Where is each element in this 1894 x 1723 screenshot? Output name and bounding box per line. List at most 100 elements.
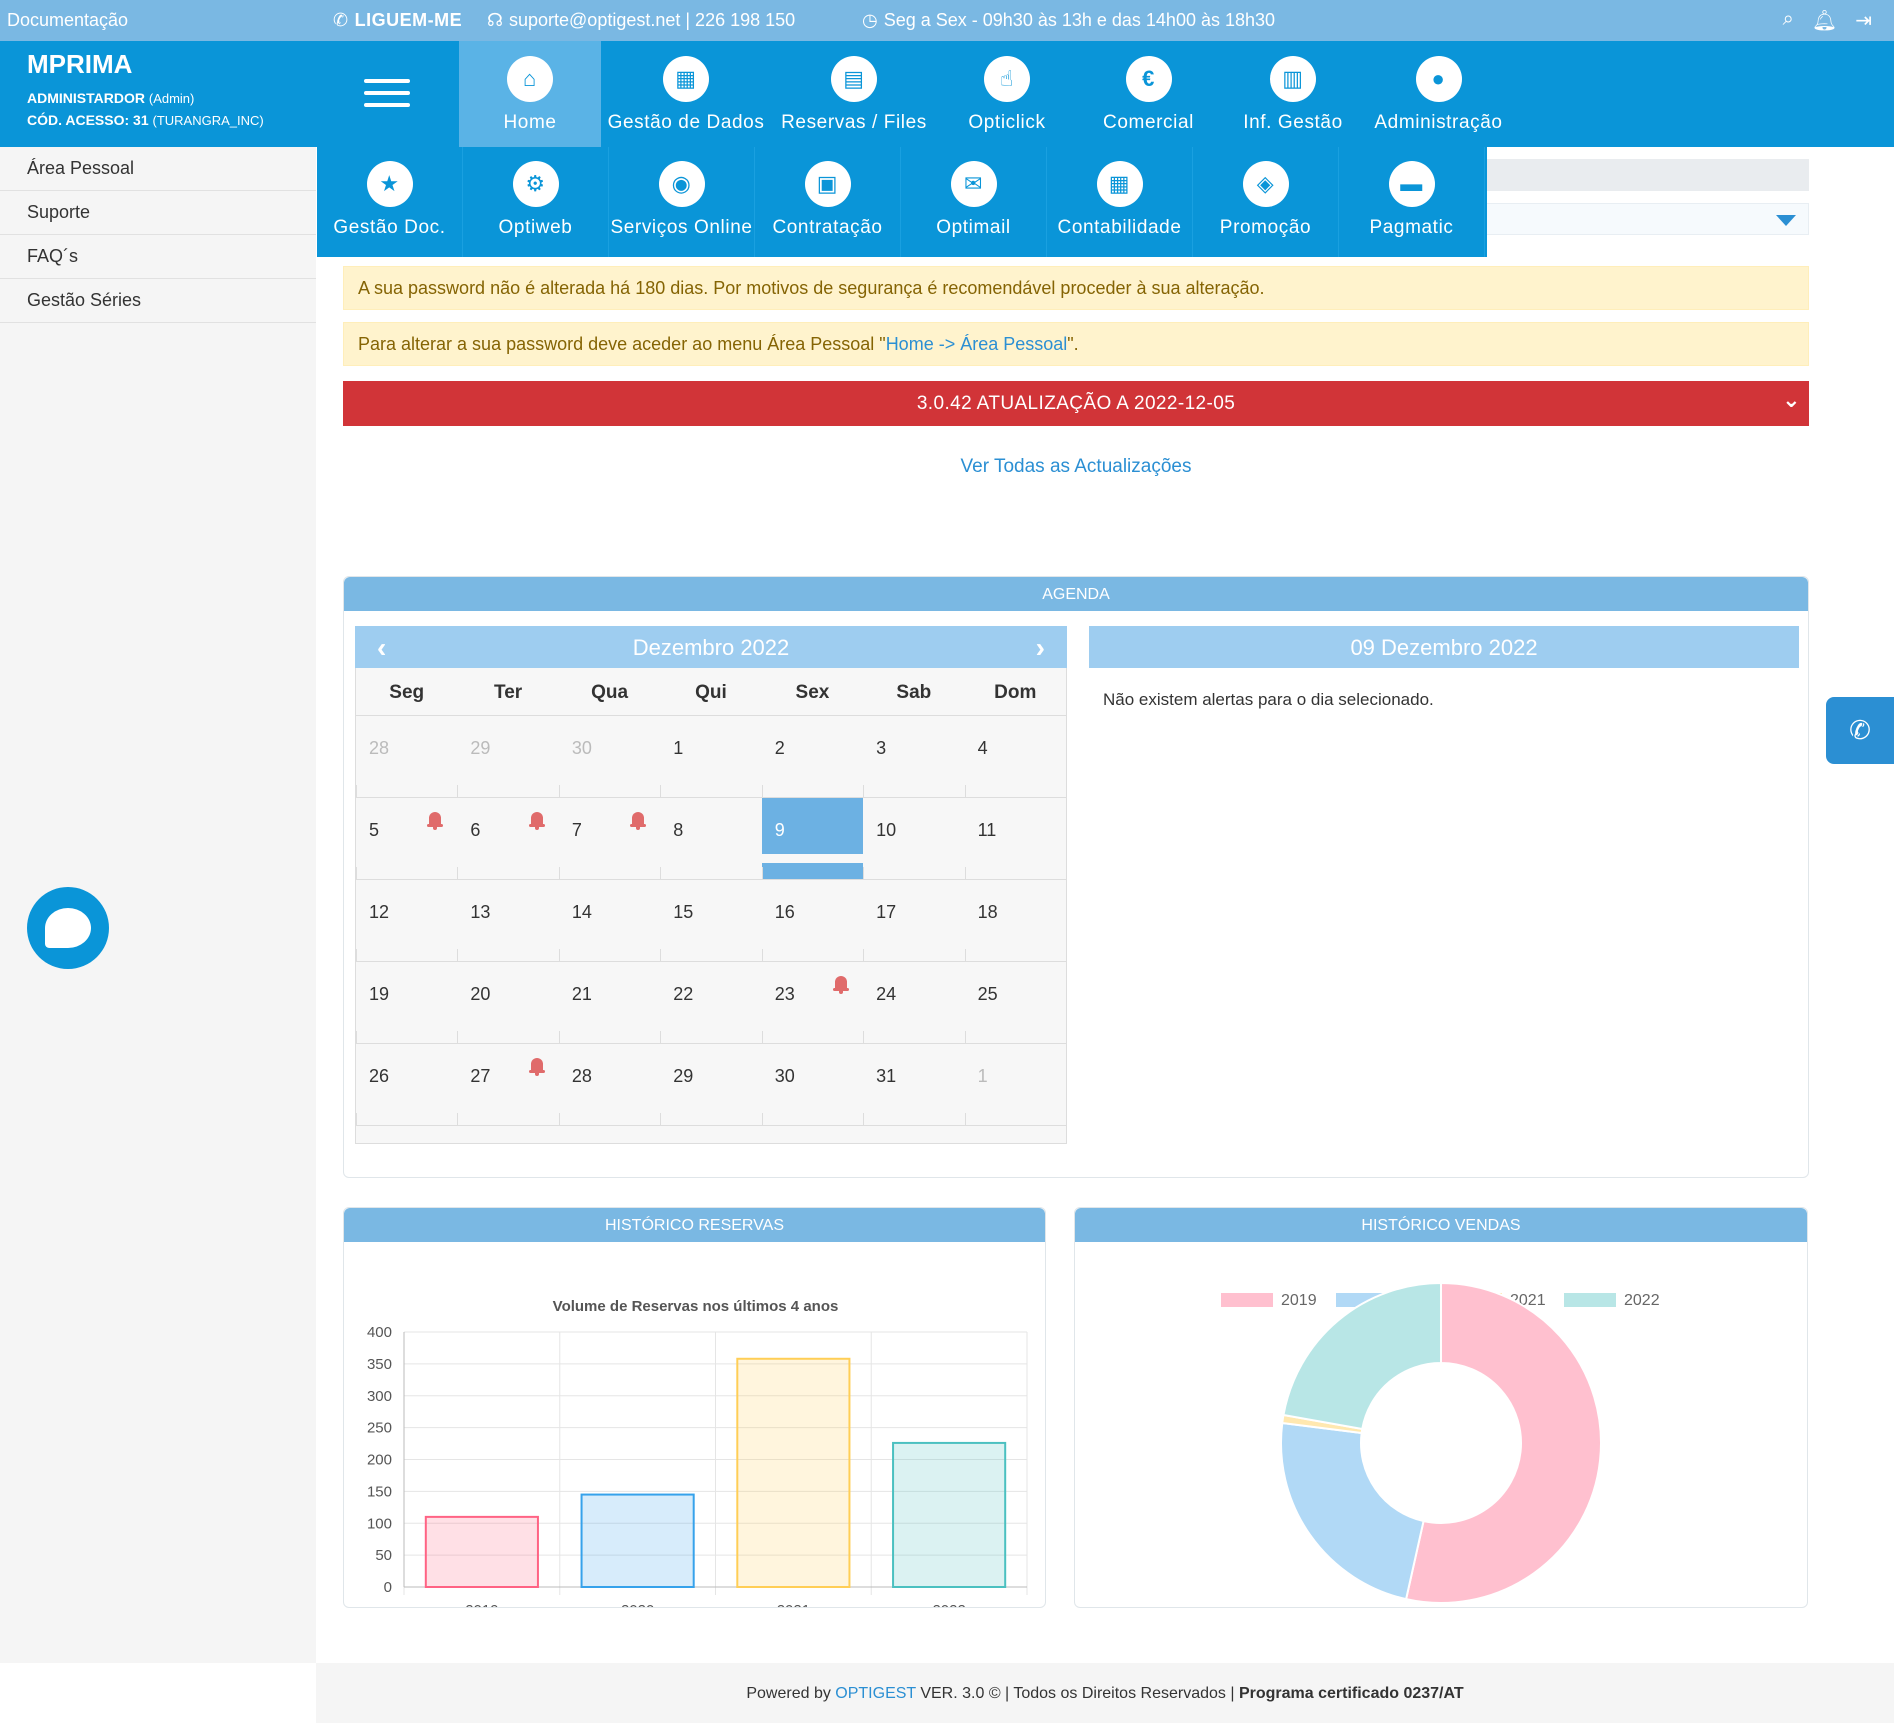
chat-widget-icon[interactable] [27, 887, 109, 969]
calendar-day[interactable]: 17 [863, 880, 965, 962]
nav-opticlick[interactable]: ☝ Opticlick [937, 41, 1077, 147]
next-month-button[interactable]: › [1035, 632, 1045, 663]
calendar-day-selected[interactable]: 9 [761, 798, 864, 880]
weekday-header: Dom [964, 668, 1066, 716]
calendar-day[interactable]: 12 [356, 880, 458, 962]
vendas-donut-chart: 2019202020212022 [1221, 1281, 1660, 1604]
nav-inf-gest-o[interactable]: ▥ Inf. Gestão [1220, 41, 1366, 147]
calendar-day[interactable]: 15 [660, 880, 762, 962]
calendar-day[interactable]: 14 [558, 880, 661, 962]
calendar-day[interactable]: 30 [761, 1044, 864, 1126]
calendar-day[interactable]: 2 [761, 716, 864, 798]
calendar-day[interactable]: 24 [863, 962, 965, 1044]
calendar-day[interactable]: 8 [660, 798, 762, 880]
access-code: CÓD. ACESSO: 31 (TURANGRA_INC) [27, 112, 264, 128]
subnav-optimail[interactable]: ✉ Optimail [901, 147, 1047, 257]
main-menu-bar: MPRIMA ADMINISTARDOR (Admin) CÓD. ACESSO… [0, 41, 1894, 147]
calendar-day[interactable]: 1 [660, 716, 762, 798]
calendar-day[interactable]: 19 [356, 962, 458, 1044]
table-icon: ▦ [663, 56, 709, 102]
calendar-day[interactable]: 27 [457, 1044, 559, 1126]
nav-reservas-files[interactable]: ▤ Reservas / Files [771, 41, 937, 147]
calendar-day[interactable]: 31 [863, 1044, 965, 1126]
search-icon[interactable]: ⌕ [1782, 8, 1794, 30]
y-tick-label: 50 [375, 1547, 392, 1564]
personal-area-link[interactable]: Home -> Área Pessoal [885, 334, 1068, 354]
calendar-day[interactable]: 18 [964, 880, 1066, 962]
nav-home[interactable]: ⌂ Home [459, 41, 601, 147]
calendar-day[interactable]: 6 [457, 798, 559, 880]
calendar-day[interactable]: 7 [558, 798, 661, 880]
www-stack-icon: ◈ [1242, 161, 1289, 207]
sidebar-item-3[interactable]: Gestão Séries [0, 279, 316, 323]
calendar-day[interactable]: 10 [863, 798, 965, 880]
calendar-day[interactable]: 26 [356, 1044, 458, 1126]
calendar-day[interactable]: 20 [457, 962, 559, 1044]
bell-icon [833, 976, 850, 994]
files-icon: ▤ [831, 56, 877, 102]
sidebar-item-0[interactable]: Área Pessoal [0, 147, 316, 191]
subnav-promo-o[interactable]: ◈ Promoção [1193, 147, 1339, 257]
documentation-link[interactable]: Documentação [7, 10, 129, 30]
phone-callback-icon[interactable]: ✆ [1826, 697, 1894, 764]
call-me-link[interactable]: ✆ LIGUEM-ME [333, 10, 462, 31]
calendar-grid: Seg Ter Qua Qui Sex Sab Dom 28 29 30 1 2 3 4 5 6 7 8 9 10 11… [355, 668, 1067, 1126]
calendar-day[interactable]: 25 [964, 962, 1066, 1044]
calendar-day[interactable]: 23 [761, 962, 864, 1044]
calendar-day[interactable]: 30 [558, 716, 661, 798]
nav-label: Administração [1374, 112, 1503, 133]
sidebar-item-1[interactable]: Suporte [0, 191, 316, 235]
weekday-header: Ter [457, 668, 559, 716]
subnav-contrata-o[interactable]: ▣ Contratação [755, 147, 901, 257]
slice-2020 [1280, 1421, 1425, 1601]
sidebar-item-2[interactable]: FAQ´s [0, 235, 316, 279]
menu-toggle-icon[interactable] [364, 79, 410, 109]
home-icon: ⌂ [507, 56, 553, 102]
calendar-day[interactable]: 22 [660, 962, 762, 1044]
nav-administra-o[interactable]: ● Administração [1366, 41, 1511, 147]
calendar-day[interactable]: 28 [356, 716, 458, 798]
subnav-servi-os-online[interactable]: ◉ Serviços Online [609, 147, 755, 257]
chevron-down-icon[interactable]: ⌄ [1782, 387, 1801, 412]
update-banner[interactable]: 3.0.42 ATUALIZAÇÃO A 2022-12-05 ⌄ [343, 381, 1809, 426]
main-nav: ⌂ Home ▦ Gestão de Dados ▤ Reservas / Files ☝ O… [459, 41, 1511, 147]
calendar-day[interactable]: 29 [457, 716, 559, 798]
bell-icon[interactable]: 🔔︎ [1811, 10, 1838, 32]
calendar-month: Dezembro 2022 [632, 635, 790, 660]
weekday-header: Sab [863, 668, 965, 716]
calendar-day[interactable]: 11 [964, 798, 1066, 880]
logout-icon[interactable]: ⇥ [1855, 10, 1872, 32]
calendar-day[interactable]: 5 [356, 798, 458, 880]
weekday-header: Qua [558, 668, 661, 716]
hidden-select[interactable] [1440, 203, 1809, 235]
subnav-pagmatic[interactable]: ▬ Pagmatic [1339, 147, 1485, 257]
calendar-day[interactable]: 16 [761, 880, 864, 962]
calendar-day[interactable]: 4 [964, 716, 1066, 798]
subnav-label: Serviços Online [610, 217, 753, 238]
vendas-panel: HISTÓRICO VENDAS 2019202020212022 [1074, 1207, 1808, 1608]
nav-gest-o-de-dados[interactable]: ▦ Gestão de Dados [601, 41, 771, 147]
user-role: ADMINISTARDOR (Admin) [27, 90, 195, 106]
calendar-day[interactable]: 28 [558, 1044, 661, 1126]
subnav-optiweb[interactable]: ⚙ Optiweb [463, 147, 609, 257]
subnav-label: Optimail [936, 217, 1011, 238]
calendar-day[interactable]: 13 [457, 880, 559, 962]
bell-icon [630, 812, 647, 830]
caret-down-icon [1776, 215, 1796, 226]
subnav-gest-o-doc-[interactable]: ★ Gestão Doc. [317, 147, 463, 257]
update-title: 3.0.42 ATUALIZAÇÃO A 2022-12-05 [916, 393, 1236, 414]
calendar-day[interactable]: 1 [964, 1044, 1066, 1126]
all-updates-link[interactable]: Ver Todas as Actualizações [960, 456, 1192, 477]
optigest-link[interactable]: OPTIGEST [835, 1685, 916, 1702]
call-me-label: LIGUEM-ME [354, 10, 463, 30]
weekday-header: Seg [356, 668, 458, 716]
calendar-day[interactable]: 21 [558, 962, 661, 1044]
x-tick-label: 2019 [465, 1602, 498, 1607]
calendar-day[interactable]: 3 [863, 716, 965, 798]
subnav-contabilidade[interactable]: ▦ Contabilidade [1047, 147, 1193, 257]
calendar-day[interactable]: 29 [660, 1044, 762, 1126]
nav-comercial[interactable]: € Comercial [1077, 41, 1220, 147]
hours-text: Seg a Sex - 09h30 às 13h e das 14h00 às … [883, 10, 1276, 30]
prev-month-button[interactable]: ‹ [377, 632, 387, 663]
phone-icon: ✆ [333, 10, 349, 30]
